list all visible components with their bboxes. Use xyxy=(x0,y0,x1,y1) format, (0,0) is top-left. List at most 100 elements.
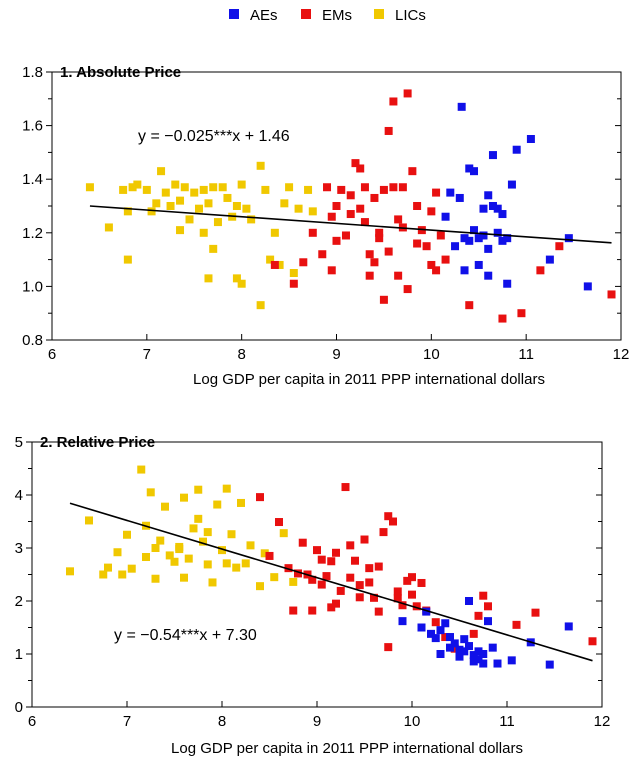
legend-swatch-ems xyxy=(301,9,311,19)
x-tick-label: 9 xyxy=(332,346,340,363)
point-aes xyxy=(436,626,445,635)
point-ems xyxy=(374,607,383,616)
point-ems xyxy=(436,231,445,240)
point-ems xyxy=(336,586,345,595)
point-aes xyxy=(479,204,488,213)
point-aes xyxy=(474,234,483,243)
y-ticks-absolute-price: 0.8 1.0 1.2 1.4 1.6 1.8 xyxy=(22,64,621,349)
point-ems xyxy=(332,236,341,245)
point-aes xyxy=(436,650,445,658)
point-lics xyxy=(294,204,303,213)
panel-title-relative-price: 2. Relative Price xyxy=(40,434,155,451)
point-lics xyxy=(157,167,166,176)
point-lics xyxy=(185,215,194,224)
point-lics xyxy=(99,570,108,579)
x-tick-label: 12 xyxy=(594,713,611,730)
point-ems xyxy=(308,606,317,615)
panel-absolute-price: 1. Absolute Price 0.8 1.0 1.2 1.4 1.6 1.8 6 7 8… xyxy=(22,64,629,388)
point-lics xyxy=(266,255,275,264)
point-lics xyxy=(256,301,265,310)
point-ems xyxy=(289,279,298,288)
point-aes xyxy=(498,236,507,245)
point-lics xyxy=(209,183,218,192)
point-lics xyxy=(194,514,203,523)
point-lics xyxy=(209,244,218,253)
x-tick-label: 7 xyxy=(143,346,151,363)
point-aes xyxy=(507,656,516,665)
point-ems xyxy=(422,242,431,251)
point-aes xyxy=(465,642,473,651)
point-ems xyxy=(484,602,492,611)
point-ems xyxy=(398,183,407,192)
point-ems xyxy=(256,493,264,502)
point-lics xyxy=(66,567,74,576)
point-lics xyxy=(204,199,213,208)
point-aes xyxy=(422,607,431,616)
point-ems xyxy=(308,228,317,237)
point-lics xyxy=(270,573,279,582)
point-ems xyxy=(356,204,365,213)
point-ems xyxy=(432,266,441,275)
point-aes xyxy=(460,234,469,243)
point-ems xyxy=(465,301,474,310)
point-lics xyxy=(176,226,185,235)
point-aes xyxy=(469,651,478,660)
x-tick-label: 8 xyxy=(237,346,245,363)
point-aes xyxy=(470,226,479,235)
point-ems xyxy=(394,271,403,280)
y-tick-label: 3 xyxy=(15,540,23,557)
point-aes xyxy=(503,279,512,288)
point-aes xyxy=(465,597,473,605)
point-lics xyxy=(171,180,180,189)
point-aes xyxy=(460,647,469,656)
point-ems xyxy=(317,555,326,564)
point-ems xyxy=(355,593,364,602)
point-ems xyxy=(370,593,378,602)
point-aes xyxy=(512,145,521,154)
point-ems xyxy=(341,231,350,240)
point-ems xyxy=(356,164,365,173)
point-lics xyxy=(199,228,208,237)
point-ems xyxy=(408,167,417,176)
x-tick-label: 6 xyxy=(28,713,36,730)
point-aes xyxy=(446,188,455,197)
y-tick-label: 1.0 xyxy=(22,278,43,295)
point-lics xyxy=(260,549,269,558)
point-lics xyxy=(137,465,146,474)
point-aes xyxy=(446,643,454,652)
point-lics xyxy=(237,180,246,189)
point-aes xyxy=(564,234,573,243)
point-aes xyxy=(455,652,464,661)
point-ems xyxy=(379,185,388,194)
point-ems xyxy=(365,271,374,280)
point-ems xyxy=(403,576,412,585)
point-lics xyxy=(176,196,185,205)
point-aes xyxy=(583,282,592,291)
legend: AEs EMs LICs xyxy=(229,7,426,24)
point-ems xyxy=(408,573,416,582)
point-ems xyxy=(327,603,336,612)
point-ems xyxy=(332,202,341,210)
point-ems xyxy=(607,290,616,299)
point-ems xyxy=(332,548,340,557)
y-tick-label: 5 xyxy=(15,434,23,451)
point-lics xyxy=(232,202,241,210)
point-lics xyxy=(256,161,265,170)
y-tick-label: 1.6 xyxy=(22,118,43,135)
point-lics xyxy=(118,570,127,579)
point-ems xyxy=(384,643,393,652)
point-ems xyxy=(427,260,436,269)
point-ems xyxy=(393,594,402,603)
point-aes xyxy=(493,228,502,237)
point-lics xyxy=(128,183,137,192)
point-ems xyxy=(413,239,422,248)
y-ticks-relative-price: 0 1 2 3 4 5 xyxy=(15,434,602,716)
point-ems xyxy=(512,620,521,629)
point-lics xyxy=(203,560,212,569)
point-ems xyxy=(346,541,355,550)
point-aes xyxy=(457,102,466,111)
point-lics xyxy=(85,183,94,192)
point-lics xyxy=(208,578,217,587)
legend-swatch-lics xyxy=(374,9,384,19)
